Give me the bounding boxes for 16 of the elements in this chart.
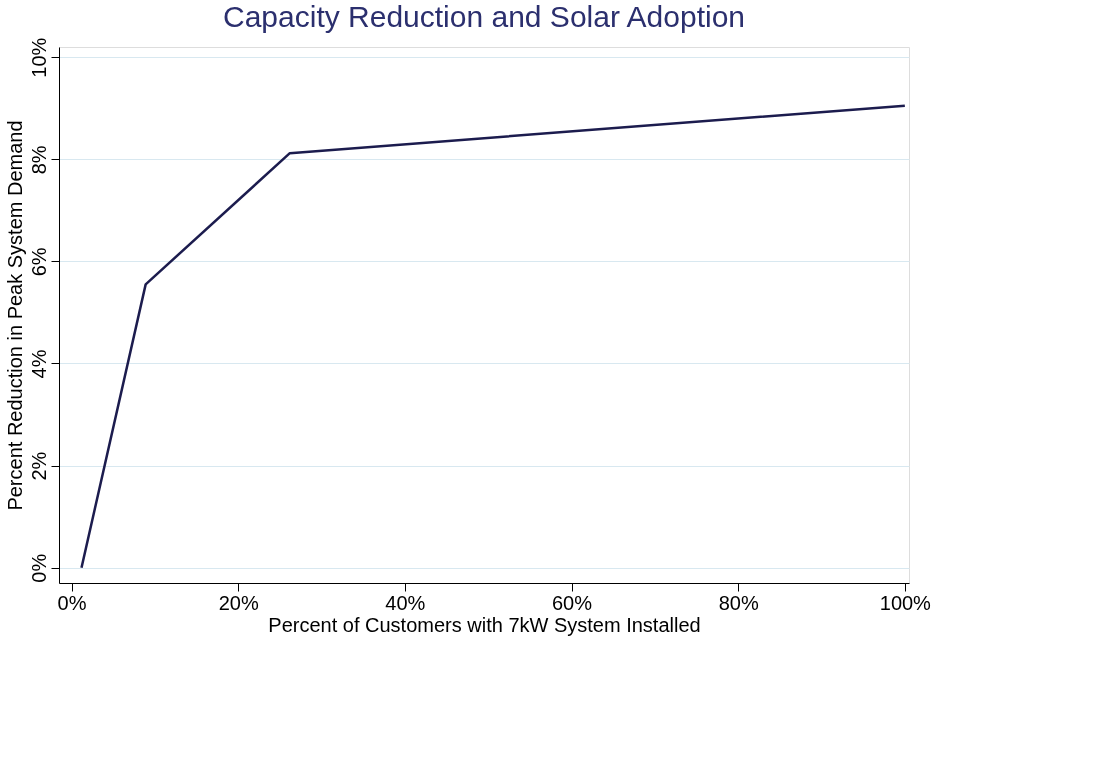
y-tick-label: 8% [27, 145, 50, 175]
line-series [80, 104, 907, 569]
y-axis-title: Percent Reduction in Peak System Demand [3, 120, 26, 511]
x-tick-label: 100% [879, 591, 932, 614]
chart-title: Capacity Reduction and Solar Adoption [222, 0, 746, 34]
x-tick-label: 60% [551, 591, 593, 614]
x-tick-label: 0% [57, 591, 87, 614]
x-tick-label: 20% [218, 591, 259, 614]
y-tick-label: 0% [27, 553, 50, 583]
y-tick-label: 2% [27, 451, 50, 481]
y-tick-label: 4% [27, 349, 50, 379]
x-tick-label: 40% [385, 591, 426, 614]
x-tick-label: 80% [718, 591, 759, 614]
x-axis-title: Percent of Customers with 7kW System Installed [268, 613, 701, 636]
y-tick-label: 10% [27, 37, 50, 78]
y-tick-label: 6% [27, 247, 50, 277]
